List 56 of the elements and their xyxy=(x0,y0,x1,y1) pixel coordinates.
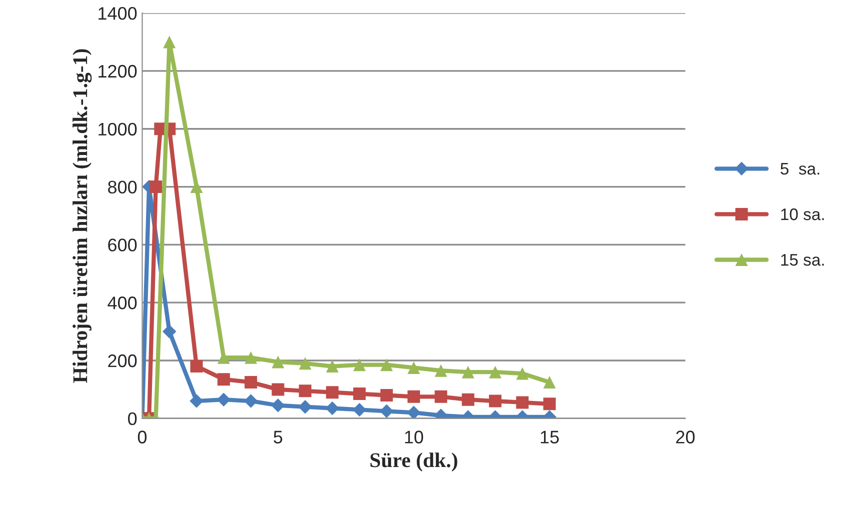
point xyxy=(380,358,393,372)
y-tick-label: 400 xyxy=(108,296,137,310)
point xyxy=(326,360,339,373)
point xyxy=(271,398,285,412)
point xyxy=(462,393,474,406)
point xyxy=(543,376,556,388)
point xyxy=(488,366,502,378)
point xyxy=(298,357,312,370)
point xyxy=(380,404,394,418)
point xyxy=(408,390,420,403)
point xyxy=(488,394,502,408)
legend-label: 15 sa. xyxy=(781,254,824,266)
x-tick-label: 10 xyxy=(405,430,424,444)
point xyxy=(162,324,176,338)
point xyxy=(353,358,366,372)
point xyxy=(298,400,312,414)
x-tick-label: 5 xyxy=(274,430,282,444)
point xyxy=(216,392,231,406)
point xyxy=(434,390,448,403)
point xyxy=(190,394,204,408)
y-tick-label: 200 xyxy=(108,354,137,368)
x-tick-label: 15 xyxy=(540,430,559,444)
y-tick-label: 1000 xyxy=(98,122,137,136)
y-tick-label: 1400 xyxy=(98,7,137,20)
point xyxy=(244,351,258,364)
y-tick-label: 1200 xyxy=(98,64,137,78)
x-tick-label: 0 xyxy=(138,430,147,444)
point xyxy=(244,376,258,388)
point xyxy=(516,396,529,409)
point xyxy=(462,366,474,378)
legend-label: 10 sa. xyxy=(781,208,824,220)
point xyxy=(406,406,421,418)
point xyxy=(217,373,230,386)
x-tick-label: 20 xyxy=(676,430,695,444)
point xyxy=(380,388,393,402)
point xyxy=(408,361,420,374)
point xyxy=(272,356,284,368)
point xyxy=(190,360,203,373)
point xyxy=(244,394,258,408)
x-axis-title: Süre (dk.) xyxy=(370,452,458,472)
point xyxy=(163,36,176,48)
y-tick-label: 600 xyxy=(108,238,137,252)
point xyxy=(325,401,340,416)
point xyxy=(434,364,448,377)
point xyxy=(272,383,284,396)
y-tick-label: 0 xyxy=(128,412,137,426)
legend-label: 5 sa. xyxy=(780,163,820,175)
point xyxy=(150,180,162,194)
y-tick-label: 800 xyxy=(108,180,137,194)
point xyxy=(352,402,366,417)
point xyxy=(543,398,556,410)
point xyxy=(516,367,529,380)
point xyxy=(298,384,312,398)
y-axis-title: Hidrojen üretim hızları (ml.dk.-1.g-1) xyxy=(72,49,92,383)
point xyxy=(353,388,366,400)
point xyxy=(326,386,339,399)
